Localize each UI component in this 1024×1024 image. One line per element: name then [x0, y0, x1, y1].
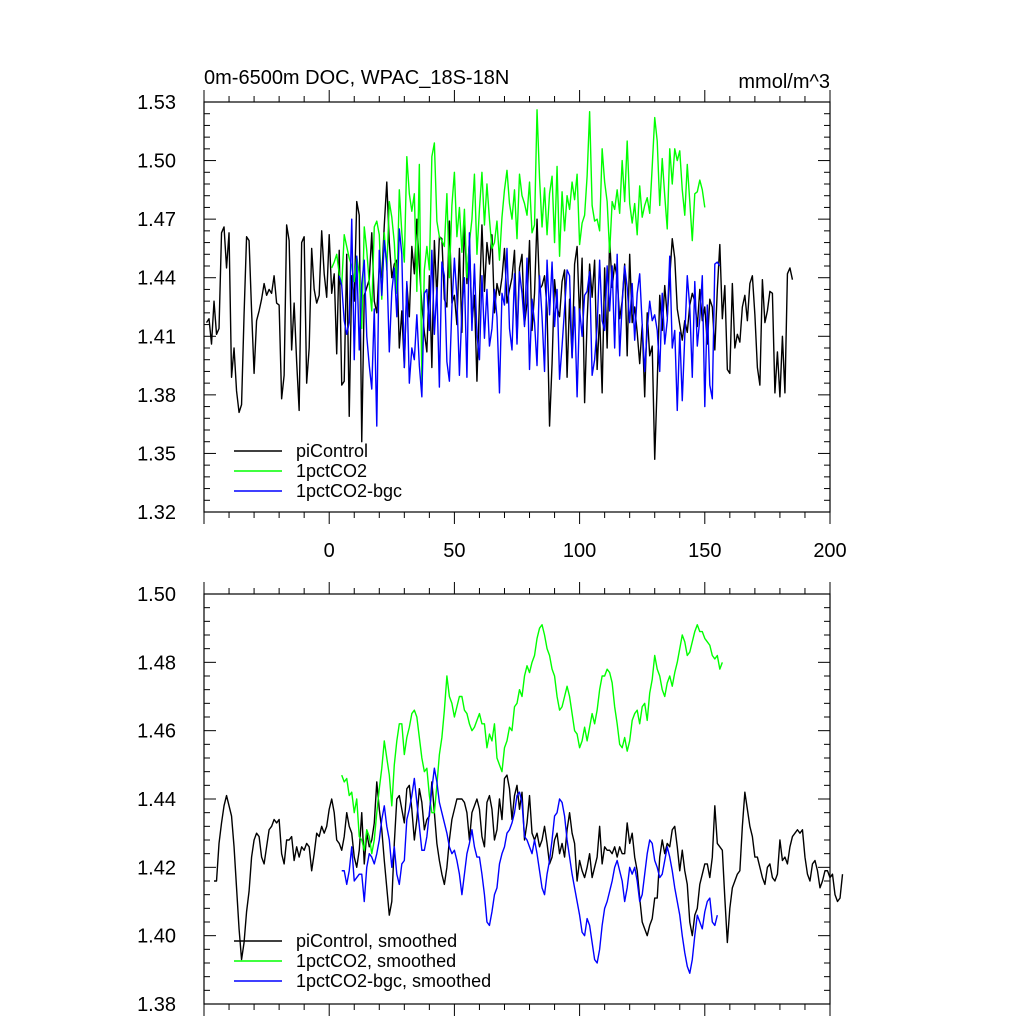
- y-tick-label: 1.50: [137, 151, 176, 173]
- units-label: mmol/m^3: [738, 71, 830, 93]
- axis-ticks-top: 1.32 1.35 1.38 1.41 1.44 1.47 1.50 1.53 0 50 100 15…: [137, 90, 847, 562]
- x-tick-label: 200: [813, 540, 846, 562]
- series-line-1pctco2-bgc-smoothed: [341, 767, 719, 974]
- legend-label: 1pctCO2: [296, 461, 367, 481]
- y-tick-label: 1.46: [137, 721, 176, 743]
- panel-raw: 0m-6500m DOC, WPAC_18S-18N mmol/m^3 1.32…: [137, 67, 847, 562]
- series-line-1pctco2-bgc: [338, 218, 721, 427]
- y-tick-label: 1.35: [137, 443, 176, 465]
- series-line-picontrol: [205, 181, 794, 460]
- y-tick-label: 1.47: [137, 209, 176, 231]
- legend-label: 1pctCO2-bgc, smoothed: [296, 971, 491, 991]
- series-group-bottom: [214, 624, 844, 974]
- y-tick-label: 1.40: [137, 926, 176, 948]
- legend-label: 1pctCO2, smoothed: [296, 951, 456, 971]
- y-tick-label: 1.38: [137, 385, 176, 407]
- y-tick-label: 1.38: [137, 994, 176, 1016]
- x-tick-label: 150: [688, 540, 721, 562]
- panel-smoothed: 1.38 1.40 1.42 1.44 1.46 1.48 1.50 piControl, …: [137, 582, 844, 1016]
- y-tick-label: 1.53: [137, 92, 176, 114]
- series-line-1pctco2: [331, 109, 706, 386]
- plot-frame-top: [203, 101, 831, 513]
- plot-frame-bottom: [203, 593, 831, 1005]
- y-tick-label: 1.44: [137, 789, 176, 811]
- legend-label: piControl: [296, 441, 368, 461]
- series-line-1pctco2-smoothed: [341, 624, 723, 855]
- series-line-picontrol-smoothed: [214, 774, 844, 961]
- series-group-top: [205, 109, 794, 460]
- axis-ticks-bottom: 1.38 1.40 1.42 1.44 1.46 1.48 1.50: [137, 582, 831, 1016]
- y-tick-label: 1.50: [137, 584, 176, 606]
- x-tick-label: 100: [563, 540, 596, 562]
- y-tick-label: 1.44: [137, 268, 176, 290]
- chart-title: 0m-6500m DOC, WPAC_18S-18N: [204, 67, 509, 89]
- y-tick-label: 1.32: [137, 502, 176, 524]
- legend-label: piControl, smoothed: [296, 931, 457, 951]
- y-tick-label: 1.42: [137, 857, 176, 879]
- x-tick-label: 50: [443, 540, 465, 562]
- y-tick-label: 1.48: [137, 652, 176, 674]
- y-tick-label: 1.41: [137, 326, 176, 348]
- x-tick-label: 0: [324, 540, 335, 562]
- legend-label: 1pctCO2-bgc: [296, 481, 402, 501]
